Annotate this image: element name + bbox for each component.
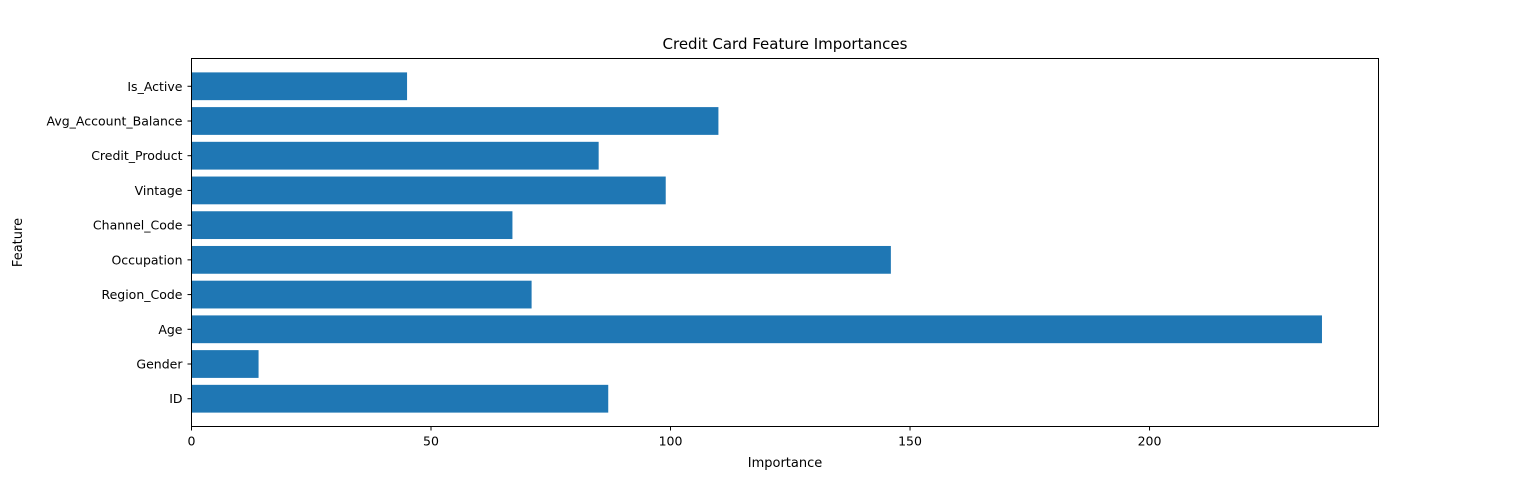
y-tick-label: Region_Code [101,287,182,302]
y-axis-ticks: ID Gender Age Region_Code Occupation Channel_… [47,79,192,406]
y-tick-label: Age [158,322,182,337]
bar-region-code [191,280,532,309]
bar-vintage [191,176,666,205]
y-tick-label: Avg_Account_Balance [47,113,183,128]
chart-title: Credit Card Feature Importances [663,35,908,53]
y-tick-label: Gender [136,357,183,372]
x-axis-ticks: 0 50 100 150 200 [188,426,1162,449]
bar-occupation [191,245,891,274]
plot-frame [191,58,1379,427]
x-tick-label: 150 [898,434,922,449]
y-tick-label: Channel_Code [93,218,183,233]
bar-age [191,315,1322,344]
y-tick-label: Occupation [111,252,182,267]
x-tick-label: 0 [188,434,196,449]
y-tick-label: Credit_Product [91,148,182,163]
y-axis-label: Feature [11,218,26,267]
bar-gender [191,350,259,378]
bar-is-active [191,72,408,101]
x-tick-label: 50 [423,434,439,449]
bars-group [191,72,1322,413]
bar-credit-product [191,141,599,170]
y-tick-label: Is_Active [127,79,182,94]
bar-avg-account-balance [191,107,719,135]
y-tick-label: ID [169,391,182,406]
x-tick-label: 100 [659,434,683,449]
y-tick-label: Vintage [135,183,183,198]
x-axis-label: Importance [748,456,823,471]
bar-id [191,384,609,413]
bar-channel-code [191,211,513,240]
x-tick-label: 200 [1138,434,1162,449]
